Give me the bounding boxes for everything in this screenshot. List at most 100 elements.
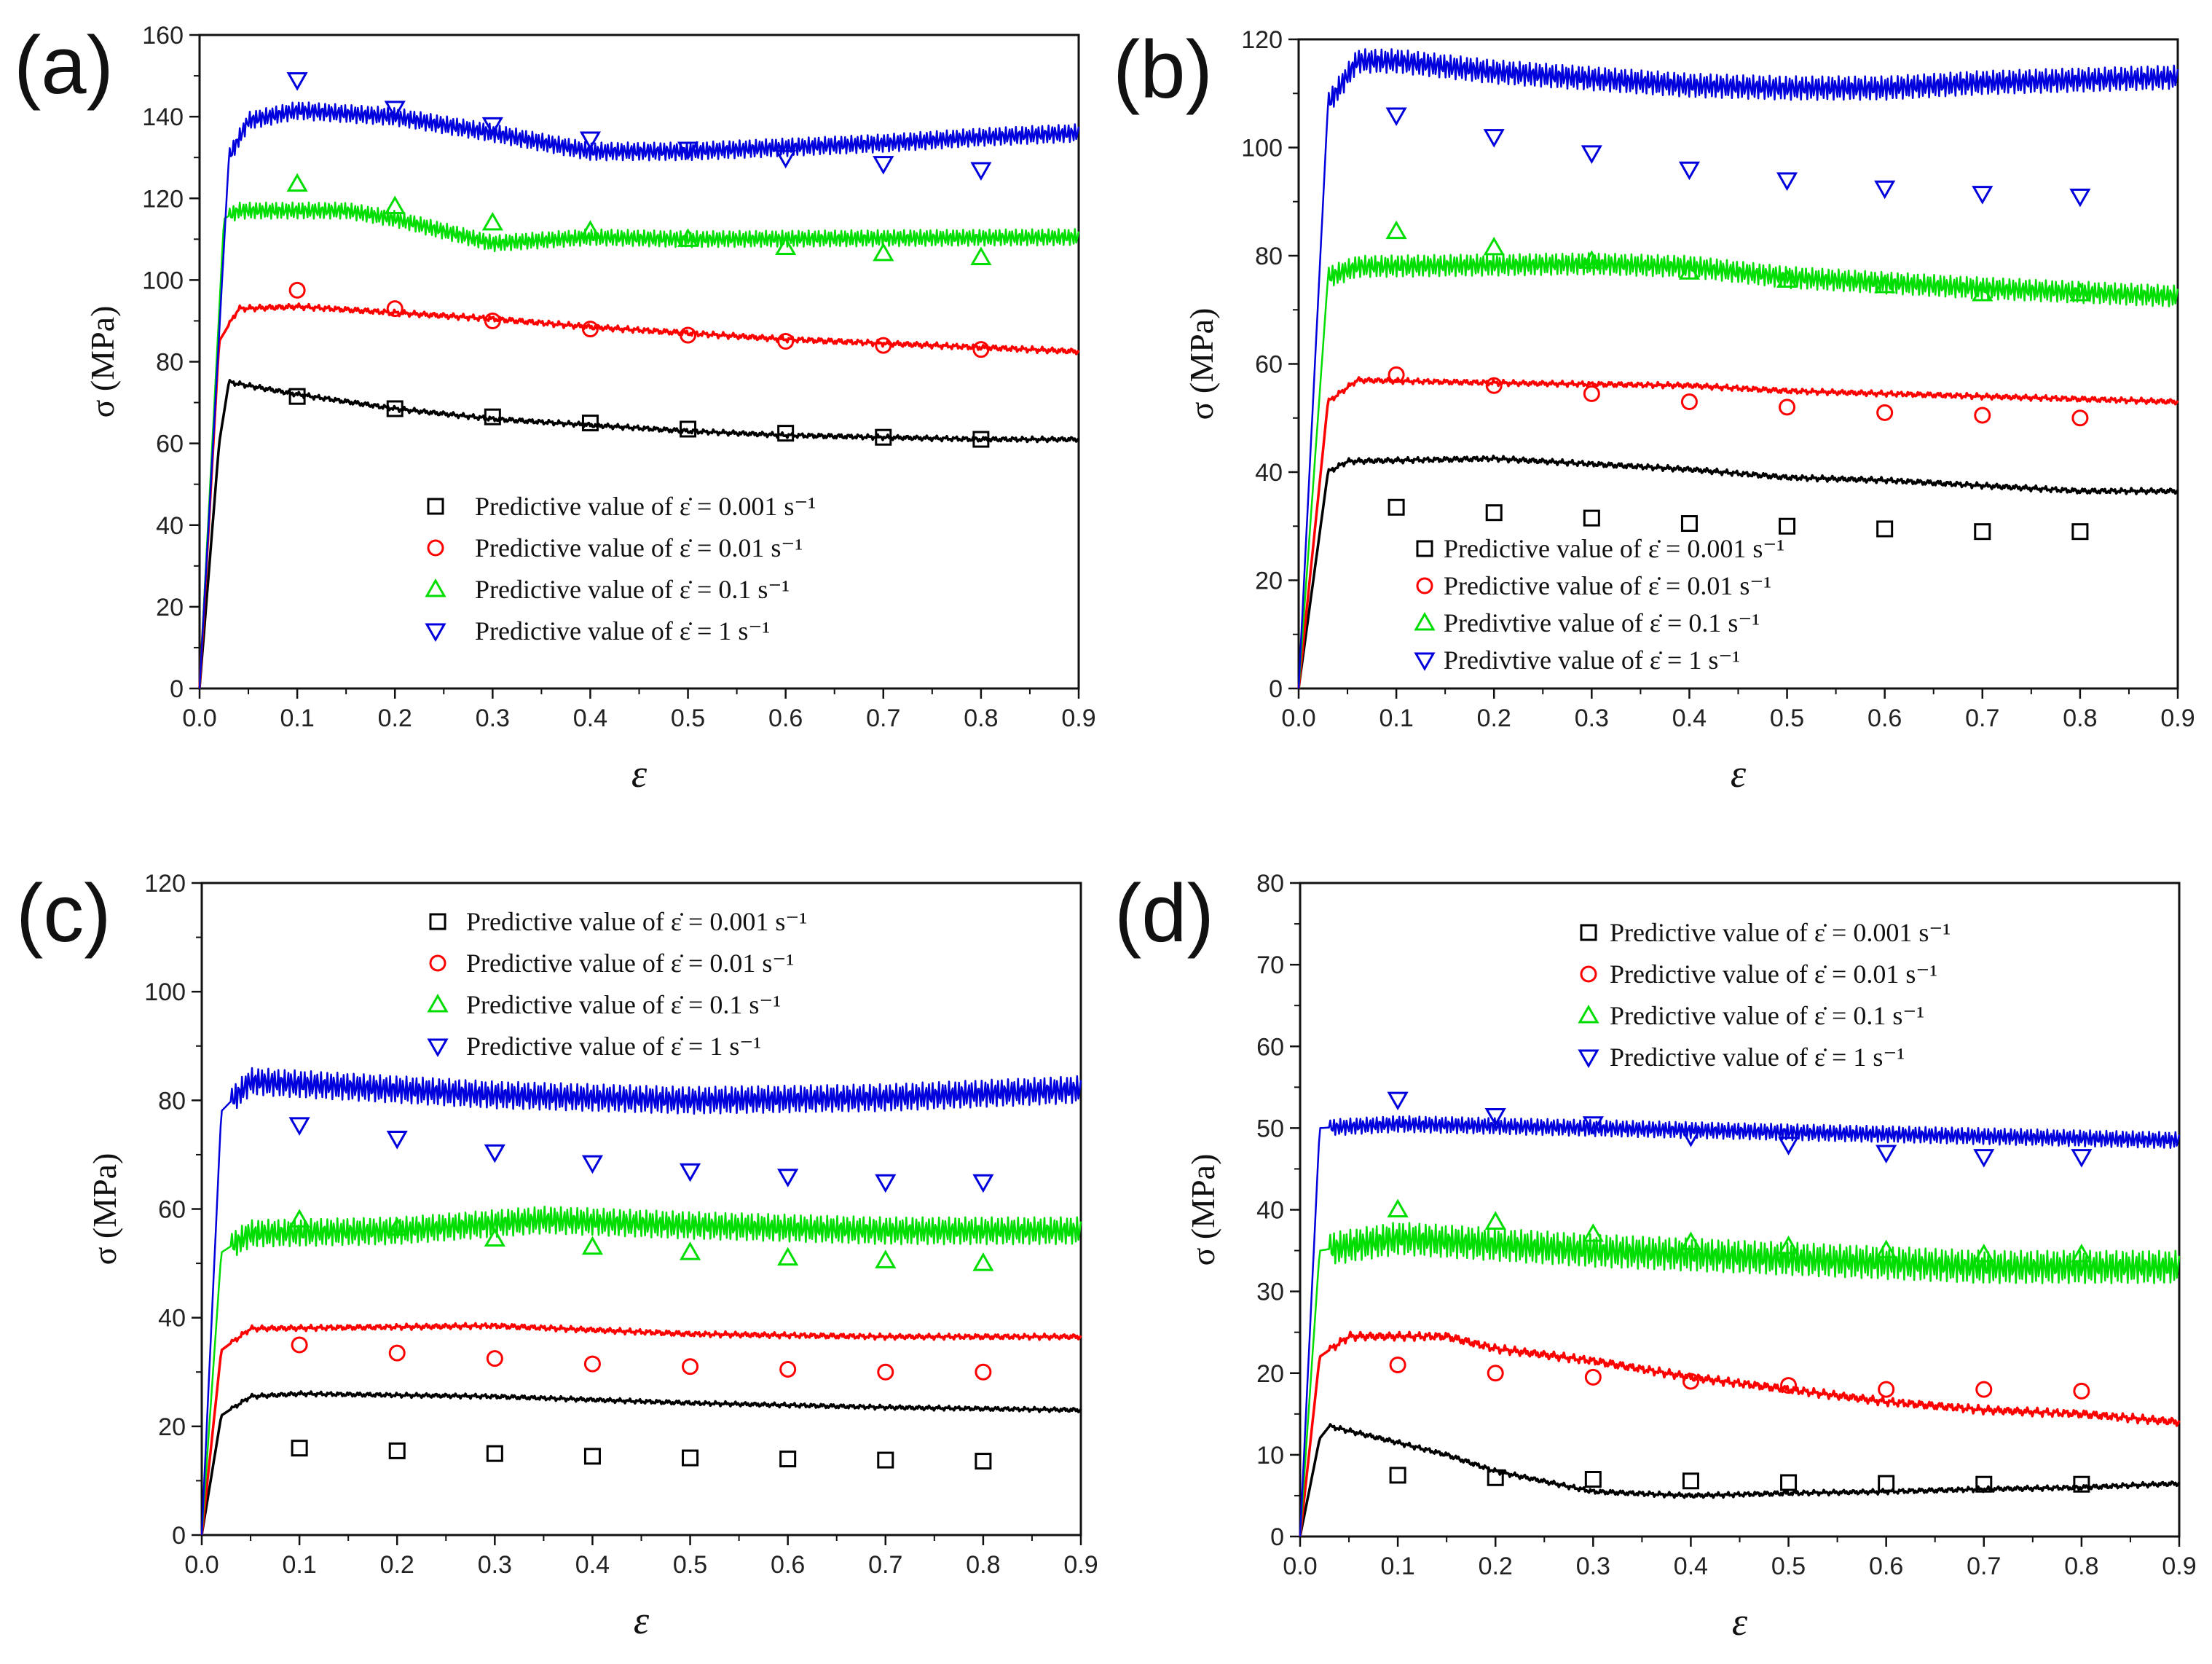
predicted-point (679, 1241, 701, 1260)
predicted-point (1487, 1365, 1504, 1382)
predicted-point (775, 149, 797, 169)
predicted-point (680, 326, 697, 344)
x-tick-label: 0.1 (1379, 705, 1413, 732)
x-axis-label: ε (1731, 752, 1747, 796)
predicted-point (579, 131, 602, 150)
predicted-point (384, 195, 406, 214)
predicted-point (1483, 236, 1505, 256)
y-tick-label: 80 (158, 1087, 186, 1115)
x-tick-label: 0.9 (2160, 705, 2195, 732)
legend-label: Predictive value of ε̇ = 0.001 s⁻¹ (475, 492, 816, 521)
predicted-point (975, 1453, 992, 1470)
x-tick-label: 0.4 (575, 1551, 610, 1579)
experimental-curve-0 (1299, 1423, 2181, 1537)
predicted-point (388, 1344, 406, 1362)
predicted-point (777, 425, 795, 442)
y-tick-label: 60 (1255, 351, 1283, 379)
predicted-point (1485, 504, 1503, 522)
y-tick-label: 0 (170, 675, 184, 703)
y-tick-label: 20 (156, 594, 184, 621)
y-tick-label: 0 (172, 1522, 186, 1550)
y-tick-label: 120 (144, 870, 186, 898)
legend-marker (427, 498, 444, 515)
x-tick-label: 0.5 (1771, 1553, 1806, 1580)
predicted-point (386, 1217, 408, 1236)
predicted-point (970, 246, 992, 266)
experimental-curve-2 (1299, 1222, 2181, 1537)
x-tick-label: 0.8 (2063, 705, 2097, 732)
legend-label: Predictive value of ε̇ = 0.01 s⁻¹ (1610, 959, 1937, 989)
legend-marker (427, 993, 449, 1013)
x-tick-label: 0.0 (182, 705, 216, 732)
x-tick-label: 0.7 (1965, 705, 1999, 732)
legend-marker (1578, 1049, 1599, 1069)
predicted-point (579, 220, 602, 239)
predicted-point (481, 117, 503, 136)
predicted-point (680, 420, 697, 438)
predicted-point (1780, 1377, 1798, 1394)
predicted-point (972, 1174, 994, 1193)
predicted-point (1680, 1129, 1702, 1147)
x-tick-label: 0.3 (1576, 1553, 1610, 1580)
predicted-point (386, 400, 404, 417)
x-tick-label: 0.2 (378, 705, 412, 732)
predicted-point (1874, 180, 1896, 200)
experimental-curve-0 (1297, 455, 2179, 689)
predicted-point (486, 1445, 503, 1462)
x-tick-label: 0.3 (1575, 705, 1609, 732)
predicted-point (486, 1350, 503, 1367)
predicted-point (1682, 1472, 1699, 1490)
x-tick-label: 0.5 (673, 1551, 707, 1579)
legend-marker (427, 1038, 449, 1058)
predicted-point (1389, 1467, 1406, 1484)
x-tick-label: 0.3 (478, 1551, 512, 1579)
predicted-point (875, 1174, 897, 1193)
y-tick-label: 20 (1256, 1360, 1284, 1388)
predicted-point (1680, 1231, 1702, 1250)
predicted-point (779, 1451, 797, 1468)
predicted-point (777, 332, 795, 350)
chart-panel-c: (c) 0.0 0.1 0.2 0.3 0.4 0.5 0.6 0.7 0.8 0.9 0 20 40 60… (16, 868, 1098, 1642)
predicted-point (484, 408, 501, 425)
predicted-point (1779, 399, 1796, 416)
x-tick-label: 0.0 (1281, 705, 1315, 732)
predicted-point (1777, 1137, 1800, 1155)
predicted-point (1582, 1223, 1604, 1242)
x-axis-label: ε (634, 1598, 650, 1642)
chart-panel-b: (b) 0.0 0.1 0.2 0.3 0.4 0.5 0.6 0.7 0.8 0.9 0 20 40 60… (1113, 24, 2195, 796)
x-tick-label: 0.8 (966, 1551, 1000, 1579)
legend-label: Predictive value of ε̇ = 1 s⁻¹ (466, 1032, 761, 1061)
predicted-point (288, 281, 306, 299)
predicted-point (1776, 269, 1798, 288)
predicted-point (1680, 515, 1698, 533)
predicted-point (1973, 1244, 1995, 1263)
predicted-point (1583, 385, 1600, 402)
predicted-point (1483, 129, 1505, 148)
x-tick-label: 0.1 (282, 1551, 316, 1579)
predicted-point (2073, 1382, 2090, 1400)
y-tick-label: 60 (156, 431, 184, 458)
x-tick-label: 0.4 (1674, 1553, 1708, 1580)
x-tick-label: 0.9 (2162, 1553, 2196, 1580)
predicted-point (1876, 1145, 1897, 1164)
predicted-point (286, 72, 308, 91)
predicted-point (288, 388, 306, 405)
plot-frame (200, 882, 1082, 1537)
predicted-point (2069, 282, 2091, 302)
x-tick-label: 0.0 (1283, 1553, 1317, 1580)
experimental-curve-2 (198, 201, 1080, 689)
predicted-point (877, 1363, 894, 1381)
y-tick-label: 0 (1270, 1523, 1284, 1551)
x-tick-label: 0.7 (1967, 1553, 2001, 1580)
panel-label: (c) (16, 868, 111, 959)
x-tick-label: 0.1 (1380, 1553, 1414, 1580)
experimental-curve-2 (1297, 252, 2179, 689)
predicted-point (1776, 172, 1798, 192)
legend-label: Predictive value of ε̇ = 0.01 s⁻¹ (1444, 571, 1771, 600)
y-tick-label: 50 (1256, 1115, 1284, 1142)
y-tick-label: 40 (1255, 459, 1283, 487)
y-tick-label: 120 (142, 185, 184, 213)
x-tick-label: 0.3 (476, 705, 510, 732)
predicted-point (777, 1169, 799, 1188)
